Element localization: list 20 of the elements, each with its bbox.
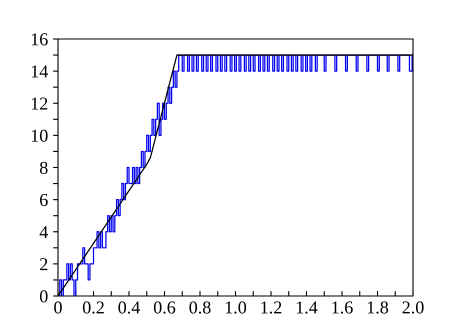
x-tick-label: 0.6: [154, 301, 176, 314]
y-tick-label: 14: [32, 65, 48, 78]
x-tick-label: 1.8: [368, 301, 388, 314]
x-tick-label: 1.6: [332, 301, 353, 314]
y-tick-label: 0: [40, 290, 48, 302]
x-tick-label: 0.8: [189, 301, 211, 314]
y-tick-label: 2: [40, 258, 48, 270]
y-tick-label: 16: [32, 33, 48, 46]
x-tick-label: 1.4: [296, 301, 318, 314]
y-tick-label: 8: [40, 162, 48, 174]
x-tick-label: 1.0: [226, 301, 246, 314]
x-tick-label: 2.0: [402, 301, 424, 314]
y-tick-label: 12: [32, 98, 48, 110]
x-tick-label: 1.2: [261, 301, 282, 314]
y-tick-label: 4: [40, 226, 48, 238]
y-tick-label: 6: [40, 194, 48, 206]
x-tick-label: 0.4: [118, 301, 140, 314]
x-tick-label: 0.2: [82, 301, 104, 314]
x-tick-label: 0: [54, 301, 62, 314]
y-tick-label: 10: [32, 130, 48, 142]
